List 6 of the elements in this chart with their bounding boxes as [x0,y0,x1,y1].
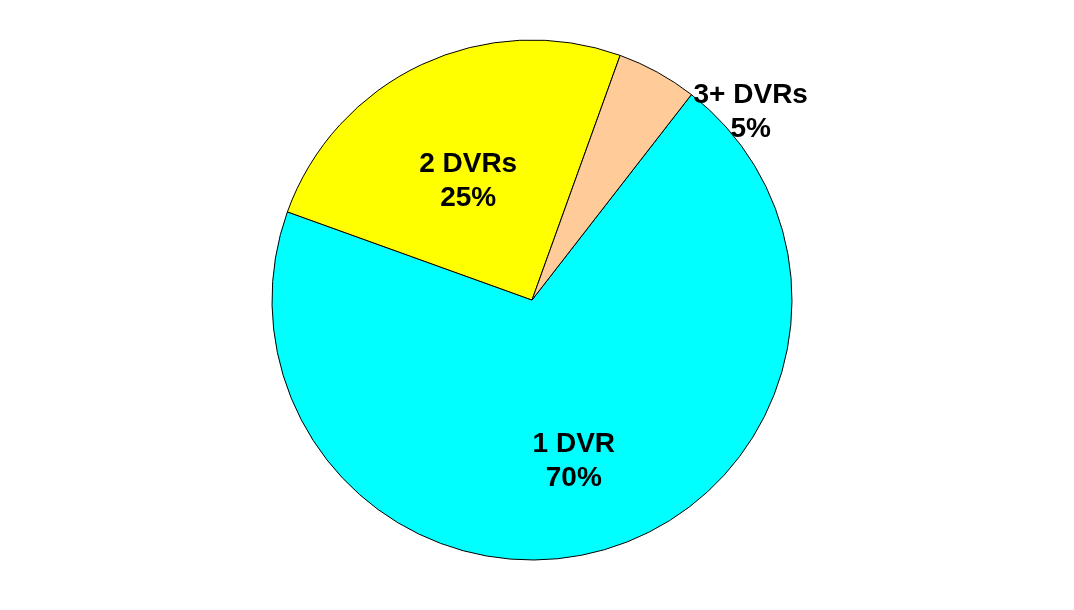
data-label: 70% [545,461,602,493]
slice-label: 3+ DVRs [693,77,808,109]
data-label: 25% [440,181,497,213]
slice-label: 1 DVR [532,427,616,459]
data-label: 5% [730,111,772,143]
slice-label: 2 DVRs [419,147,518,179]
